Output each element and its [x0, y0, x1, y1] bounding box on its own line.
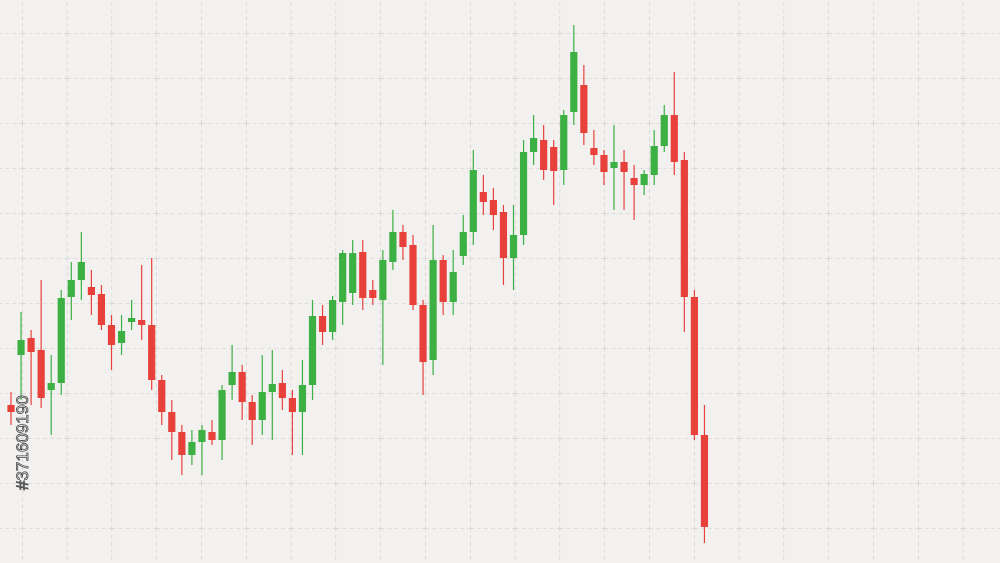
candle-body [27, 338, 35, 352]
candle-body [97, 294, 106, 325]
candle-body [630, 178, 638, 185]
candle-body [660, 115, 668, 146]
candle-body [429, 260, 437, 360]
candle-body [268, 384, 276, 392]
candle-body [479, 192, 487, 202]
candle-body [459, 232, 467, 256]
candle-body [329, 300, 337, 332]
candle-body [148, 325, 156, 380]
candle-body [178, 432, 186, 455]
candle-body [138, 320, 146, 325]
candle-body [87, 287, 95, 295]
candle-body [288, 398, 296, 412]
candle-body [57, 298, 65, 383]
watermark: #371609190 [13, 395, 32, 490]
candle-body [188, 442, 196, 455]
candle-body [359, 252, 367, 298]
candle-body [218, 390, 226, 440]
candle-body [339, 253, 347, 302]
candle-body [540, 140, 548, 170]
candle-body [308, 316, 317, 385]
candle-body [670, 115, 678, 162]
candle-body [117, 331, 126, 343]
candle-body [238, 372, 246, 402]
candle-body [258, 392, 266, 420]
candle-body [298, 385, 307, 412]
candle-body [228, 372, 236, 385]
candle-body [640, 174, 648, 185]
candle-body [469, 170, 477, 232]
candle-body [278, 383, 286, 398]
candle-body [369, 290, 377, 298]
candle-body [47, 383, 55, 390]
candle-body [409, 245, 417, 305]
candle-body [399, 232, 407, 247]
candle-body [509, 235, 518, 258]
candle-body [208, 432, 216, 440]
candles [7, 25, 709, 543]
candle-body [67, 280, 75, 297]
candle-body [77, 262, 85, 280]
candle-body [107, 325, 116, 345]
candle-body [248, 402, 256, 420]
candle-body [198, 430, 206, 442]
candle-body [550, 147, 558, 171]
candle-body [499, 212, 508, 258]
candle-body [690, 297, 698, 435]
candle-body [680, 160, 688, 297]
candle-body [168, 412, 176, 432]
candle-body [349, 253, 357, 293]
candle-body [318, 316, 327, 332]
candle-body [560, 115, 568, 170]
candle-body [530, 138, 538, 152]
candle-body [37, 350, 45, 398]
candle-body [700, 435, 709, 527]
candle-body [439, 260, 447, 302]
candle-body [17, 340, 25, 355]
candle-body [650, 146, 658, 175]
candle-body [419, 305, 427, 362]
candle-body [158, 380, 166, 412]
candle-body [128, 318, 136, 322]
candle-body [590, 148, 598, 155]
candle-body [449, 272, 457, 302]
candle-body [580, 85, 588, 133]
candle-body [389, 232, 397, 262]
candle-body [489, 200, 497, 215]
candle-body [519, 152, 528, 235]
candle-body [379, 260, 387, 300]
candle-body [7, 405, 15, 412]
candle-body [600, 155, 608, 172]
candle-body [620, 162, 628, 172]
candle-body [610, 162, 618, 168]
candle-body [570, 52, 578, 112]
